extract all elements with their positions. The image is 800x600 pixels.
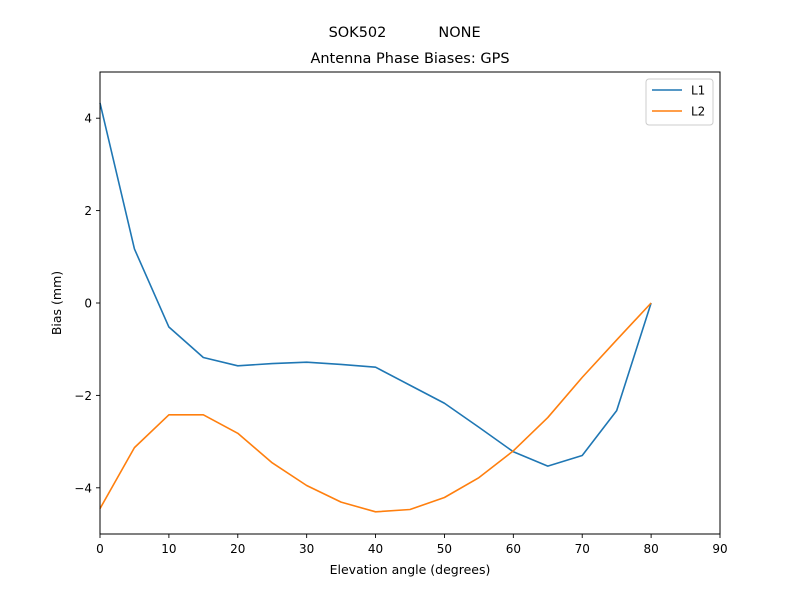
y-tick-label: −2 [74,389,92,403]
x-tick-label: 80 [643,542,658,556]
y-tick-label: 2 [84,204,92,218]
series-line-l2 [99,302,652,513]
x-axis-label: Elevation angle (degrees) [330,562,491,577]
x-tick-label: 0 [96,542,104,556]
figure-suptitle: SOK502 NONE [0,9,800,41]
x-tick-label: 50 [437,542,452,556]
series-line-l1 [99,102,652,467]
chart-title: Antenna Phase Biases: GPS [310,51,509,67]
y-tick-label: 4 [84,112,92,126]
x-tick-label: 60 [506,542,521,556]
x-tick-label: 40 [368,542,383,556]
y-tick-label: 0 [84,297,92,311]
antenna-type: NONE [438,25,481,41]
legend-label-l1: L1 [691,84,705,98]
y-axis: −4 −2 0 2 4 [74,112,100,495]
x-tick-label: 30 [299,542,314,556]
y-axis-label: Bias (mm) [49,271,64,335]
x-tick-label: 10 [161,542,176,556]
x-tick-label: 20 [230,542,245,556]
x-tick-label: 70 [575,542,590,556]
plot-area [99,102,652,513]
x-tick-label: 90 [712,542,727,556]
axes-frame [99,71,721,535]
y-tick-label: −4 [74,481,92,495]
station-name: SOK502 [328,25,387,41]
legend: L1 L2 [645,78,714,126]
legend-label-l2: L2 [691,105,705,119]
x-axis: 0 10 20 30 40 50 60 70 80 90 [96,534,728,556]
